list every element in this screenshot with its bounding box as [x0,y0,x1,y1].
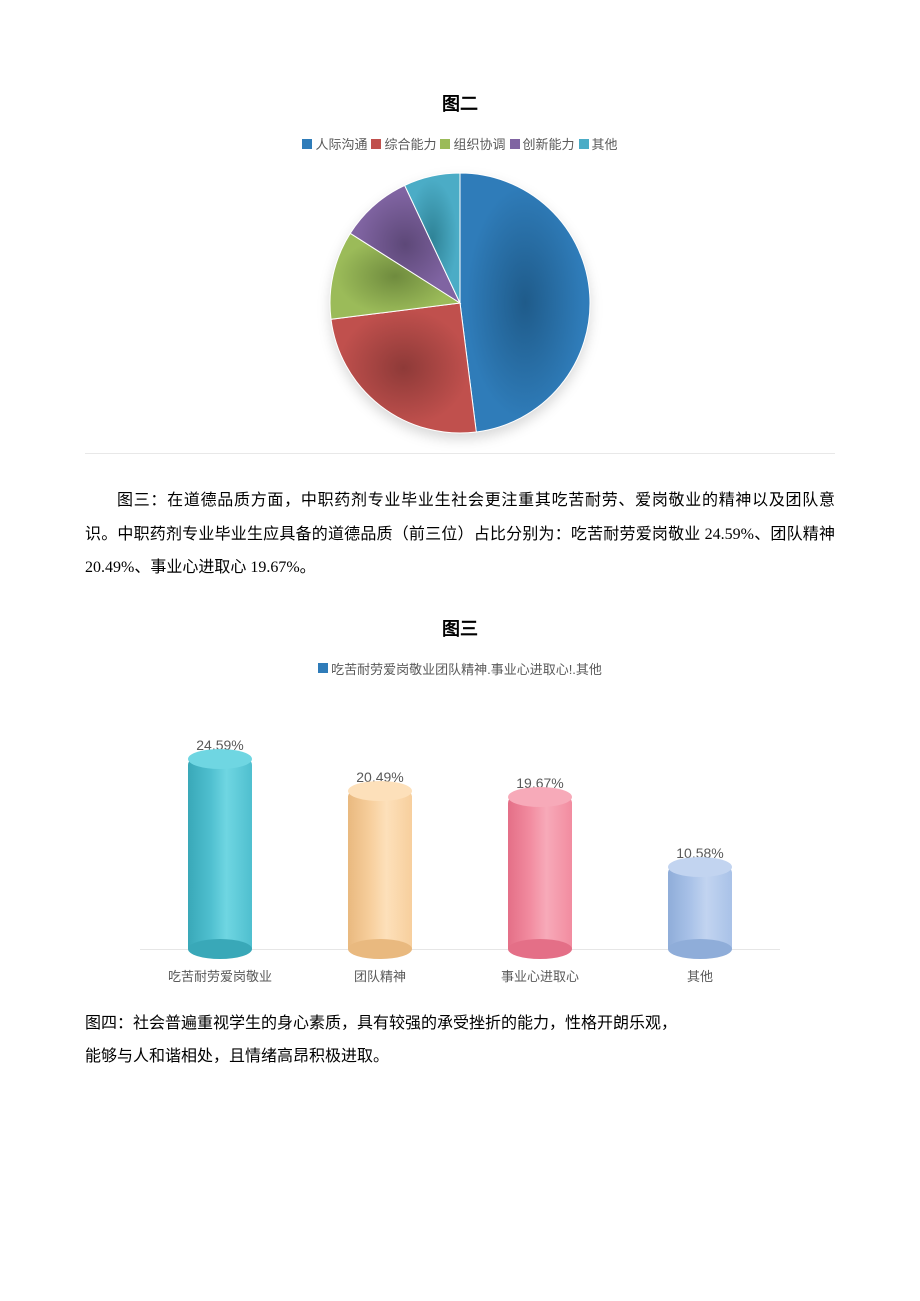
figure3-description: 图三：在道德品质方面，中职药剂专业毕业生社会更注重其吃苦耐劳、爱岗敬业的精神以及… [85,484,835,585]
legend-swatch [440,139,450,149]
figure2-pie-container [85,165,835,454]
bar-column: 24.59% [160,737,280,949]
figure2-title: 图二 [85,90,835,116]
bar-cylinder [668,867,732,949]
figure2-legend: 人际沟通综合能力组织协调创新能力其他 [85,134,835,153]
bar-cylinder [348,791,412,949]
figure3-legend-swatch [318,663,328,673]
figure3-legend: 吃苦耐劳爱岗敬业团队精神.事业心进取心!.其他 [85,659,835,678]
bar-column: 20.49% [320,769,440,949]
legend-label: 人际沟通 [315,134,367,153]
bar-cylinder [508,797,572,949]
bar-x-label: 其他 [640,966,760,985]
bar-x-label: 吃苦耐劳爱岗敬业 [160,966,280,985]
legend-item: 其他 [579,134,618,153]
legend-item: 综合能力 [371,134,436,153]
legend-label: 组织协调 [453,134,505,153]
legend-label: 综合能力 [384,134,436,153]
figure3-legend-text: 吃苦耐劳爱岗敬业团队精神.事业心进取心!.其他 [331,659,602,678]
bar-column: 10.58% [640,845,760,949]
legend-swatch [510,139,520,149]
bar-column: 19.67% [480,775,600,949]
figure2-pie [320,165,600,445]
figure4-description-line1: 图四：社会普遍重视学生的身心素质，具有较强的承受挫折的能力，性格开朗乐观， [85,1007,835,1041]
legend-label: 其他 [592,134,618,153]
legend-swatch [579,139,589,149]
figure3-bar-chart: 24.59% 20.49% 19.67% 10.58% 吃苦耐劳爱岗敬业 团队精神 事业心… [140,690,780,985]
legend-item: 创新能力 [510,134,575,153]
figure3-title: 图三 [85,615,835,641]
bar-x-label: 团队精神 [320,966,440,985]
legend-item: 人际沟通 [302,134,367,153]
legend-item: 组织协调 [440,134,505,153]
bar-cylinder [188,759,252,949]
legend-swatch [371,139,381,149]
pie-slice [460,173,590,432]
legend-label: 创新能力 [523,134,575,153]
figure4-description-line2: 能够与人和谐相处，且情绪高昂积极进取。 [85,1040,835,1074]
legend-swatch [302,139,312,149]
pie-slice [331,303,476,433]
bar-x-label: 事业心进取心 [480,966,600,985]
